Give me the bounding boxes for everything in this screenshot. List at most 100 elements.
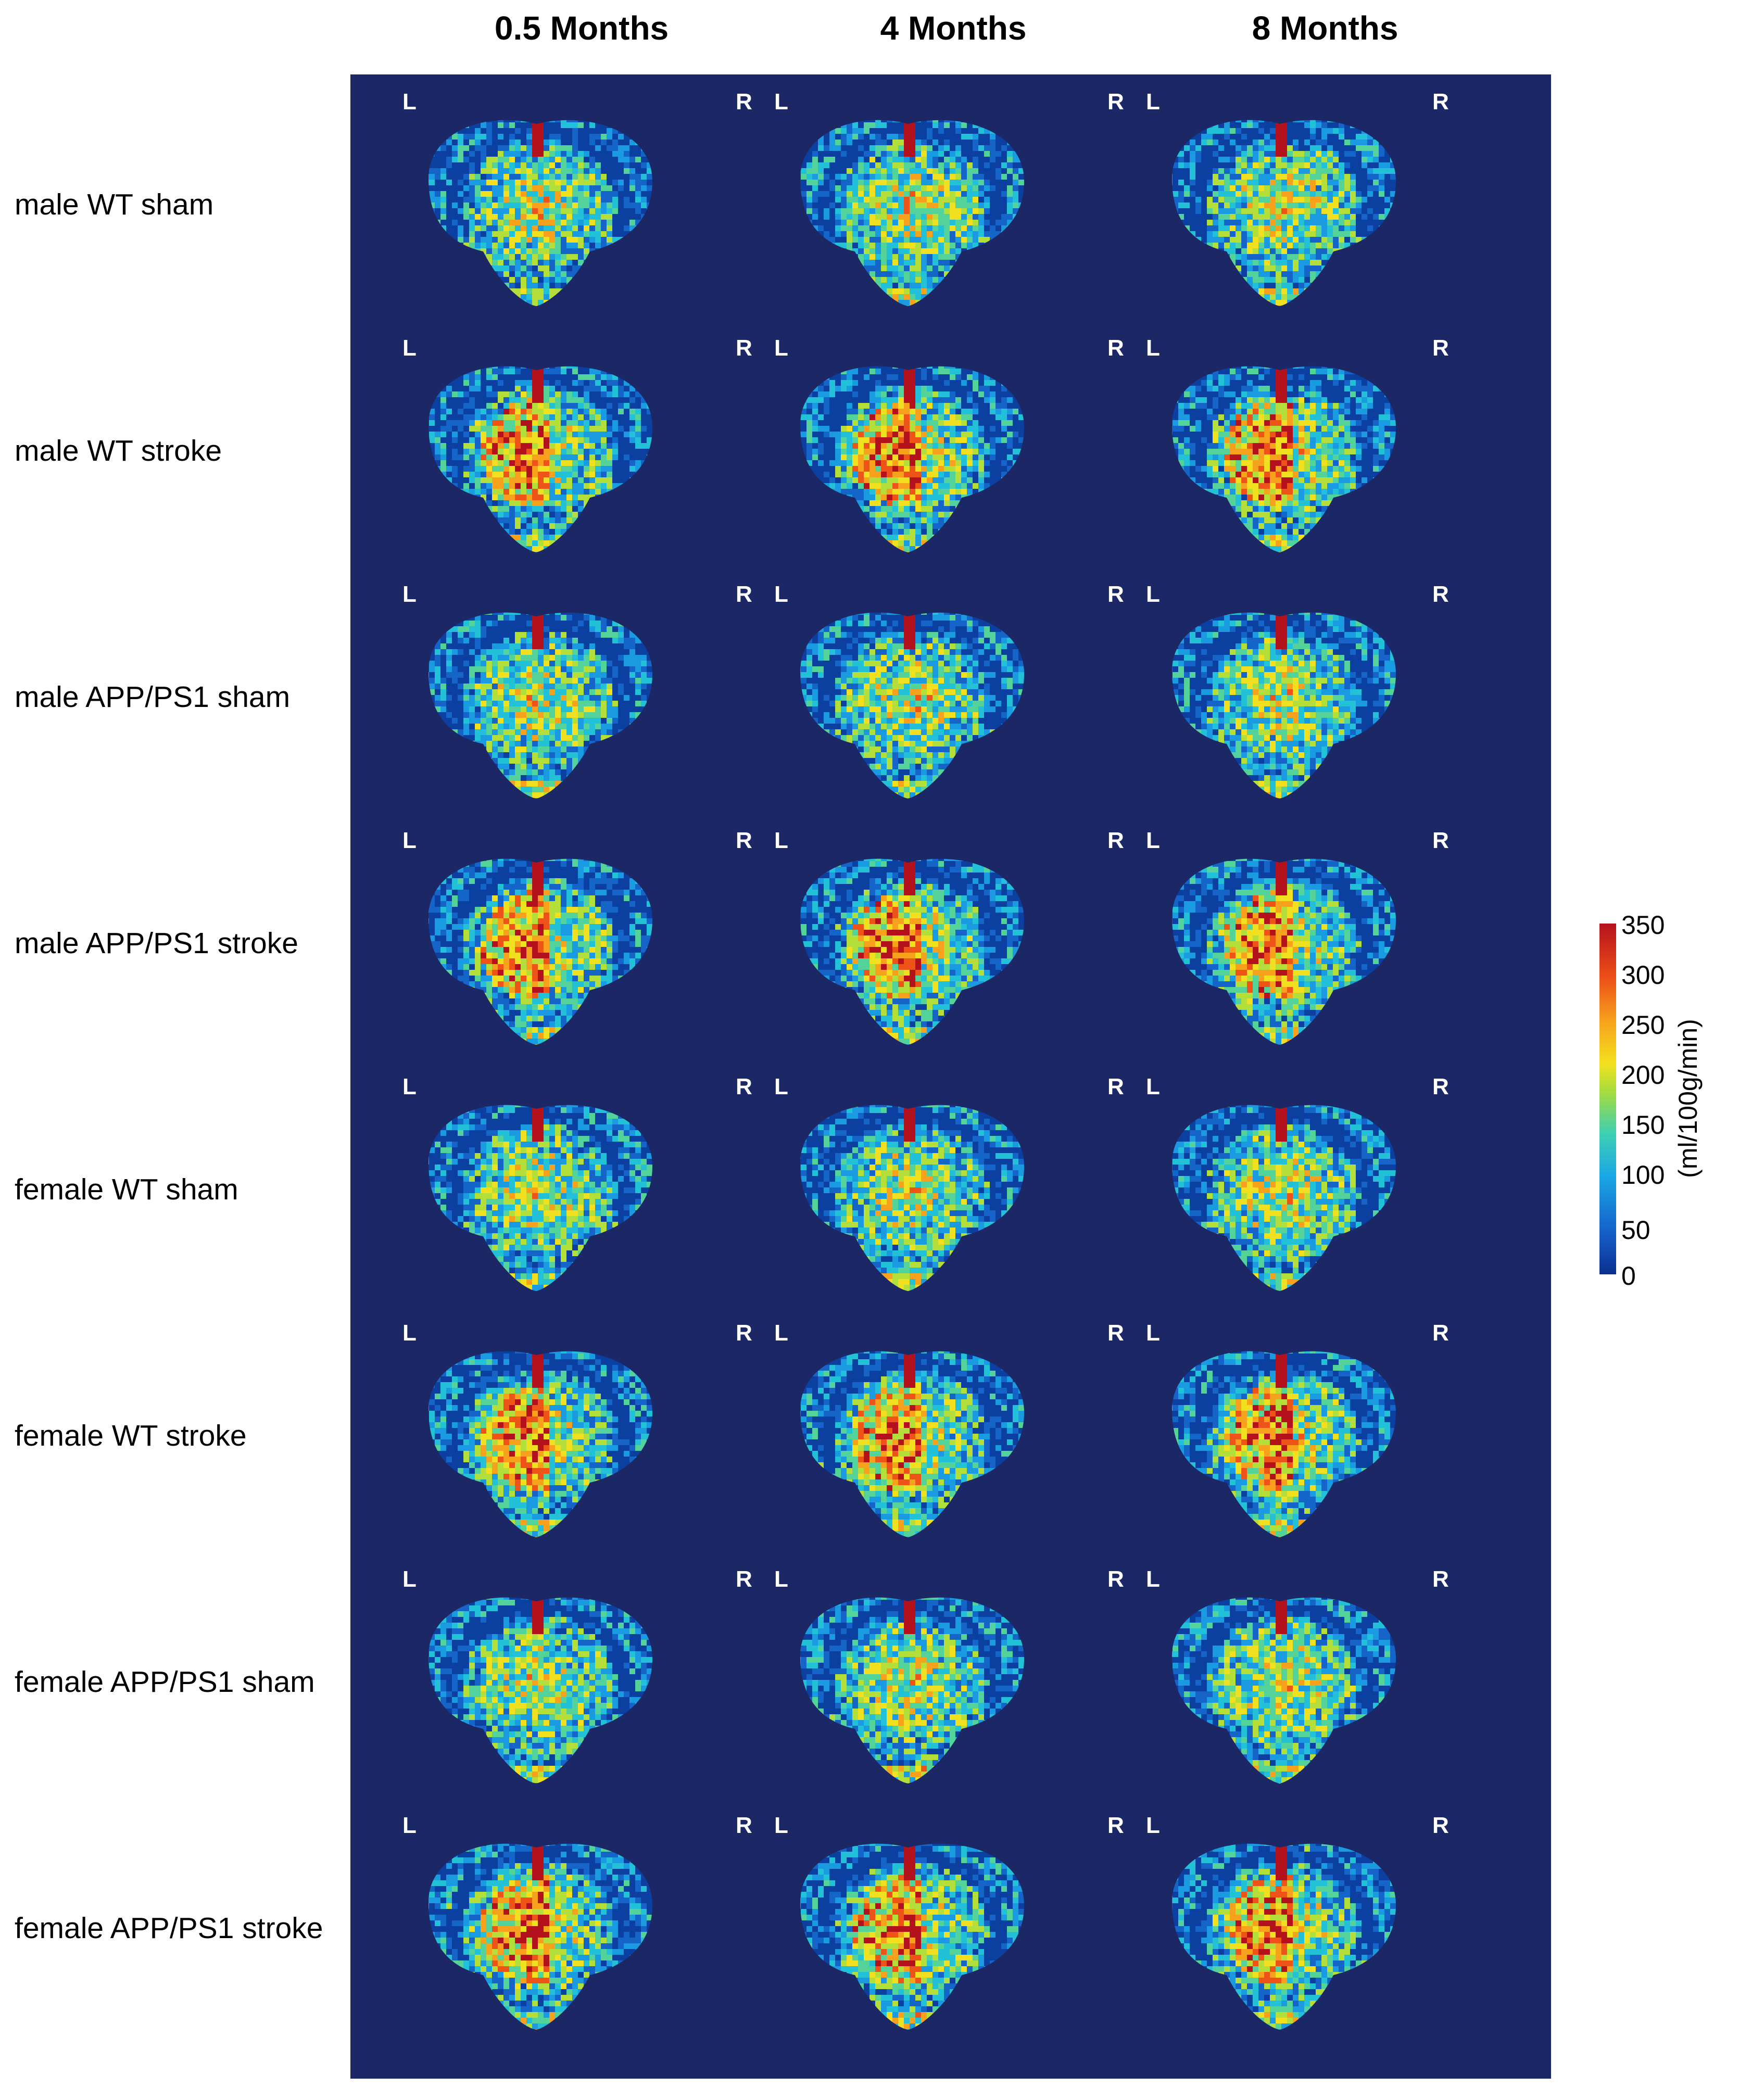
- right-orientation-marker: R: [1432, 1813, 1449, 1839]
- left-orientation-marker: L: [1146, 1320, 1160, 1346]
- left-orientation-marker: L: [1146, 828, 1160, 854]
- right-orientation-marker: R: [1432, 828, 1449, 854]
- brain-slice-image: [429, 1597, 652, 1783]
- colorbar-tick: 50: [1621, 1217, 1650, 1243]
- brain-slice-image: [1172, 120, 1396, 306]
- right-orientation-marker: R: [736, 828, 752, 854]
- column-header-8-months: 8 Months: [1139, 7, 1511, 49]
- colorbar-unit-label: (ml/100g/min): [1673, 1019, 1703, 1178]
- brain-slice-image: [429, 612, 652, 799]
- colorbar-tick: 100: [1621, 1162, 1665, 1188]
- colorbar-tick: 250: [1621, 1012, 1665, 1038]
- left-orientation-marker: L: [402, 1813, 417, 1839]
- left-orientation-marker: L: [402, 1566, 417, 1592]
- colorbar-gradient: [1599, 924, 1616, 1274]
- brain-slice-image: [429, 366, 652, 552]
- row-label-male-app-ps1-stroke: male APP/PS1 stroke: [15, 925, 348, 962]
- left-orientation-marker: L: [402, 335, 417, 361]
- brain-slice-image: [429, 1843, 652, 2030]
- right-orientation-marker: R: [736, 581, 752, 608]
- brain-slice-image: [800, 612, 1024, 799]
- colorbar-tick: 350: [1621, 912, 1665, 938]
- right-orientation-marker: R: [1107, 335, 1124, 361]
- brain-slice-image: [429, 1105, 652, 1291]
- brain-slice-image: [1172, 366, 1396, 552]
- left-orientation-marker: L: [1146, 89, 1160, 115]
- right-orientation-marker: R: [1432, 581, 1449, 608]
- right-orientation-marker: R: [1107, 1074, 1124, 1100]
- left-orientation-marker: L: [1146, 581, 1160, 608]
- right-orientation-marker: R: [736, 335, 752, 361]
- brain-slice-image: [800, 1843, 1024, 2030]
- brain-slice-image: [800, 1351, 1024, 1537]
- left-orientation-marker: L: [774, 828, 788, 854]
- brain-slice-image: [1172, 1843, 1396, 2030]
- brain-slice-image: [429, 120, 652, 306]
- brain-slice-image: [800, 858, 1024, 1045]
- right-orientation-marker: R: [1107, 1566, 1124, 1592]
- row-label-male-wt-sham: male WT sham: [15, 186, 348, 223]
- row-label-male-app-ps1-sham: male APP/PS1 sham: [15, 679, 348, 715]
- left-orientation-marker: L: [1146, 335, 1160, 361]
- row-label-male-wt-stroke: male WT stroke: [15, 433, 348, 469]
- colorbar: 350 300 250 200 150 100 50 0 (ml/100g/mi…: [1599, 912, 1735, 1292]
- row-label-female-app-ps1-stroke: female APP/PS1 stroke: [15, 1910, 348, 1946]
- brain-slice-image: [800, 1597, 1024, 1783]
- right-orientation-marker: R: [1107, 581, 1124, 608]
- column-header-4-months: 4 Months: [767, 7, 1139, 49]
- brain-slice-image: [1172, 1105, 1396, 1291]
- brain-slice-image: [1172, 612, 1396, 799]
- brain-slice-image: [429, 858, 652, 1045]
- right-orientation-marker: R: [736, 1566, 752, 1592]
- right-orientation-marker: R: [1432, 89, 1449, 115]
- left-orientation-marker: L: [402, 581, 417, 608]
- right-orientation-marker: R: [1107, 1813, 1124, 1839]
- right-orientation-marker: R: [1107, 828, 1124, 854]
- colorbar-tick: 0: [1621, 1263, 1636, 1289]
- left-orientation-marker: L: [1146, 1813, 1160, 1839]
- row-label-female-app-ps1-sham: female APP/PS1 sham: [15, 1664, 348, 1700]
- right-orientation-marker: R: [736, 1074, 752, 1100]
- brain-slice-image: [800, 366, 1024, 552]
- left-orientation-marker: L: [774, 1320, 788, 1346]
- left-orientation-marker: L: [774, 89, 788, 115]
- right-orientation-marker: R: [736, 1813, 752, 1839]
- right-orientation-marker: R: [736, 1320, 752, 1346]
- brain-slice-image: [1172, 1351, 1396, 1537]
- colorbar-tick: 200: [1621, 1062, 1665, 1088]
- left-orientation-marker: L: [1146, 1074, 1160, 1100]
- right-orientation-marker: R: [1432, 335, 1449, 361]
- colorbar-tick: 150: [1621, 1112, 1665, 1138]
- left-orientation-marker: L: [1146, 1566, 1160, 1592]
- left-orientation-marker: L: [402, 1320, 417, 1346]
- row-label-female-wt-stroke: female WT stroke: [15, 1418, 348, 1454]
- left-orientation-marker: L: [774, 1566, 788, 1592]
- right-orientation-marker: R: [1432, 1566, 1449, 1592]
- column-header-0-5-months: 0.5 Months: [396, 7, 767, 49]
- left-orientation-marker: L: [774, 335, 788, 361]
- left-orientation-marker: L: [774, 1813, 788, 1839]
